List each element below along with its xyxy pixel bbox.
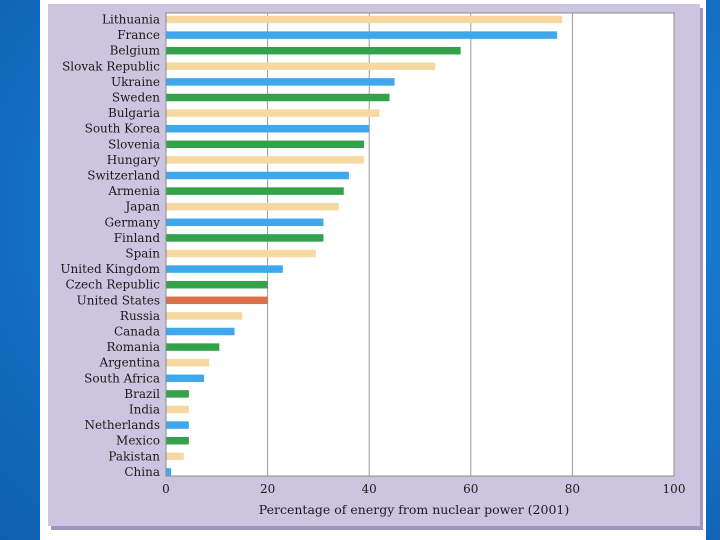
category-label: Finland [114,231,161,245]
x-axis-title: Percentage of energy from nuclear power … [259,502,570,517]
bar-czech-republic [166,280,268,289]
bar-slovenia [166,140,365,149]
bar-spain [166,249,316,258]
bar-south-africa [166,374,205,383]
bar-lithuania [166,15,563,24]
bar-russia [166,312,243,320]
x-tick-label: 100 [663,482,686,496]
category-label: United States [77,293,160,307]
plot-border [165,12,675,477]
category-label: Hungary [107,153,160,167]
x-tick-labels: 0 20 40 60 80 100 [162,482,685,496]
category-label: Bulgaria [108,106,160,120]
x-tick-label: 20 [260,482,275,496]
category-label: Mexico [116,434,160,448]
bar-hungary [166,156,365,164]
bar-netherlands [166,421,189,429]
category-label: India [129,403,160,417]
bar-pakistan [166,452,184,461]
bar-bulgaria [166,109,380,117]
bar-france [166,31,558,39]
bar-argentina [166,358,210,367]
x-tick-label: 80 [565,482,580,496]
category-label: Germany [105,215,161,229]
category-label: Ukraine [111,75,160,89]
bar-united-kingdom [166,265,283,273]
category-label: Japan [123,200,160,214]
category-label: France [117,28,160,42]
bar-united-states [166,296,268,305]
bar-finland [166,234,324,242]
category-label: Russia [120,309,160,323]
category-label: Brazil [124,387,160,401]
bar-belgium [166,46,461,55]
category-label: Spain [125,247,160,261]
bar-china [166,468,172,476]
plot-area [166,13,674,476]
category-label: Canada [114,325,160,339]
category-label: Sweden [112,91,160,105]
category-label: Switzerland [87,169,160,183]
category-label: China [124,465,160,479]
bar-india [166,405,189,414]
category-label: United Kingdom [60,262,160,276]
bar-germany [166,218,324,227]
bars [166,15,563,476]
bar-switzerland [166,171,349,180]
category-label: South Korea [85,122,160,136]
category-label: Armenia [107,184,160,198]
bar-romania [166,343,220,351]
category-label: Belgium [110,44,161,58]
category-label: Slovak Republic [62,59,160,73]
bar-brazil [166,390,189,398]
x-tick-label: 60 [463,482,478,496]
category-label: Slovenia [108,137,160,151]
x-tick-label: 40 [362,482,377,496]
bar-mexico [166,436,189,445]
bar-sweden [166,93,390,102]
bar-slovak-republic [166,62,436,71]
category-label: Argentina [99,356,160,370]
bar-ukraine [166,78,395,86]
bar-south-korea [166,124,370,133]
category-label: Pakistan [108,449,160,463]
category-label: Czech Republic [66,278,161,292]
category-label: Lithuania [102,13,160,27]
category-label: Netherlands [84,418,160,432]
grid-lines [267,13,573,476]
bar-japan [166,202,339,211]
bar-canada [166,327,235,336]
bar-armenia [166,187,344,195]
category-label: Romania [106,340,160,354]
x-tick-label: 0 [162,482,170,496]
category-label: South Africa [84,371,160,385]
